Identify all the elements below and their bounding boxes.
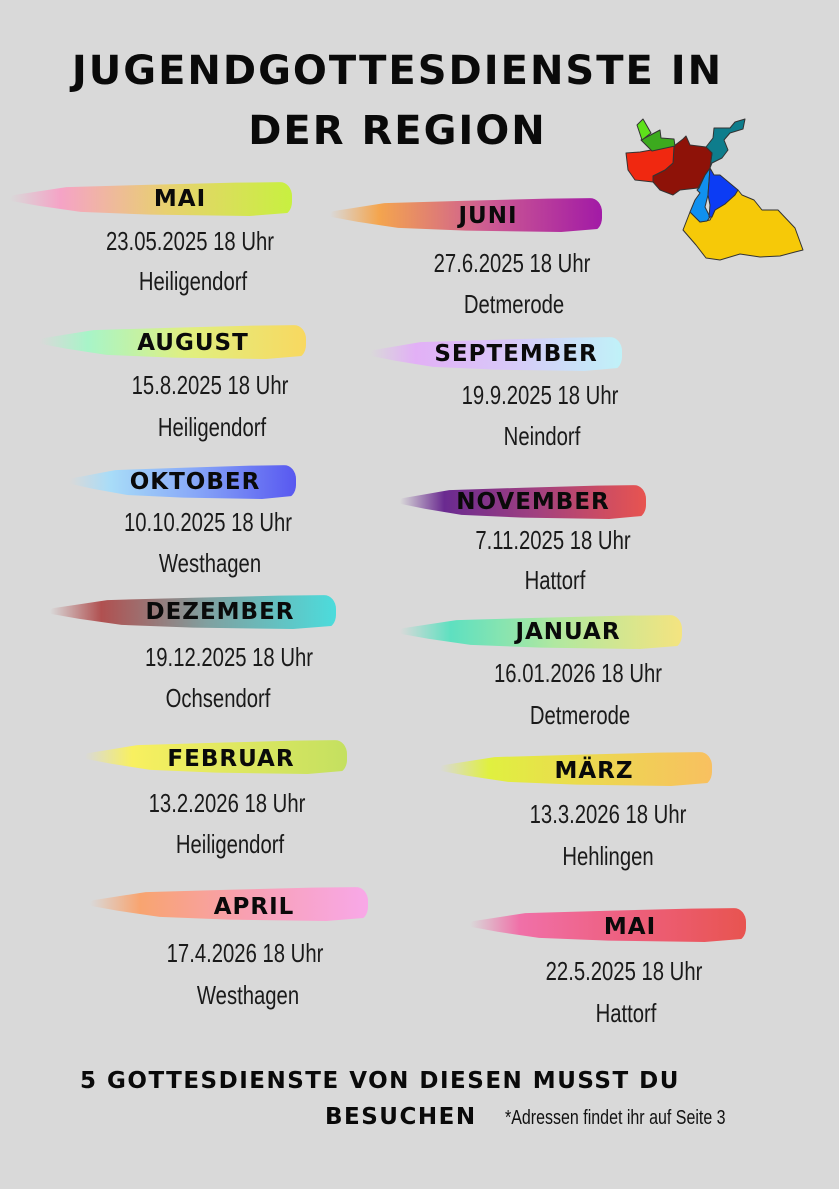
event-place: Heiligendorf <box>138 266 248 296</box>
map-region <box>689 167 711 223</box>
map-region <box>636 118 652 141</box>
event-place: Westhagen <box>196 980 300 1010</box>
page-title-line2: DER REGION <box>248 108 547 154</box>
event-date: 17.4.2026 18 Uhr <box>166 938 324 968</box>
event-date: 19.12.2025 18 Uhr <box>144 642 314 672</box>
event-month: DEZEMBER <box>145 599 295 625</box>
event-date: 16.01.2026 18 Uhr <box>493 658 663 688</box>
event-month: APRIL <box>213 894 295 920</box>
event-date: 13.3.2026 18 Uhr <box>529 799 687 829</box>
event-date: 15.8.2025 18 Uhr <box>131 370 289 400</box>
event-place: Neindorf <box>503 421 581 451</box>
event-date: 7.11.2025 18 Uhr <box>475 525 631 555</box>
event-month: NOVEMBER <box>456 489 610 515</box>
event-date: 10.10.2025 18 Uhr <box>123 507 293 537</box>
event-month: MÄRZ <box>554 758 634 784</box>
footer-note: *Adressen findet ihr auf Seite 3 <box>505 1107 726 1129</box>
map-region <box>707 167 739 218</box>
event-place: Hehlingen <box>562 841 654 871</box>
event-date: 22.5.2025 18 Uhr <box>545 956 703 986</box>
event-place: Hattorf <box>524 565 586 595</box>
event-place: Detmerode <box>529 700 631 730</box>
page-title-line1: JUGENDGOTTESDIENSTE IN <box>71 48 724 94</box>
footer-line2: BESUCHEN <box>325 1104 477 1130</box>
event-place: Detmerode <box>463 289 565 319</box>
event-month: FEBRUAR <box>167 746 295 772</box>
event-date: 19.9.2025 18 Uhr <box>461 380 619 410</box>
event-place: Westhagen <box>158 548 262 578</box>
map-region <box>705 118 746 169</box>
event-date: 13.2.2026 18 Uhr <box>148 788 306 818</box>
event-month: JANUAR <box>515 619 621 645</box>
event-month: MAI <box>153 186 207 212</box>
event-place: Hattorf <box>595 998 657 1028</box>
region-map-icon <box>625 118 804 261</box>
event-month: AUGUST <box>137 330 249 356</box>
event-date: 27.6.2025 18 Uhr <box>433 248 591 278</box>
event-place: Ochsendorf <box>165 683 271 713</box>
event-month: MAI <box>603 914 657 940</box>
event-month: OKTOBER <box>129 469 261 495</box>
event-place: Heiligendorf <box>157 412 267 442</box>
event-place: Heiligendorf <box>175 829 285 859</box>
footer-line1: 5 GOTTESDIENSTE VON DIESEN MUSST DU <box>80 1068 680 1094</box>
event-month: SEPTEMBER <box>434 341 598 367</box>
map-region <box>640 129 676 152</box>
event-month: JUNI <box>458 203 518 229</box>
event-date: 23.05.2025 18 Uhr <box>105 226 275 256</box>
